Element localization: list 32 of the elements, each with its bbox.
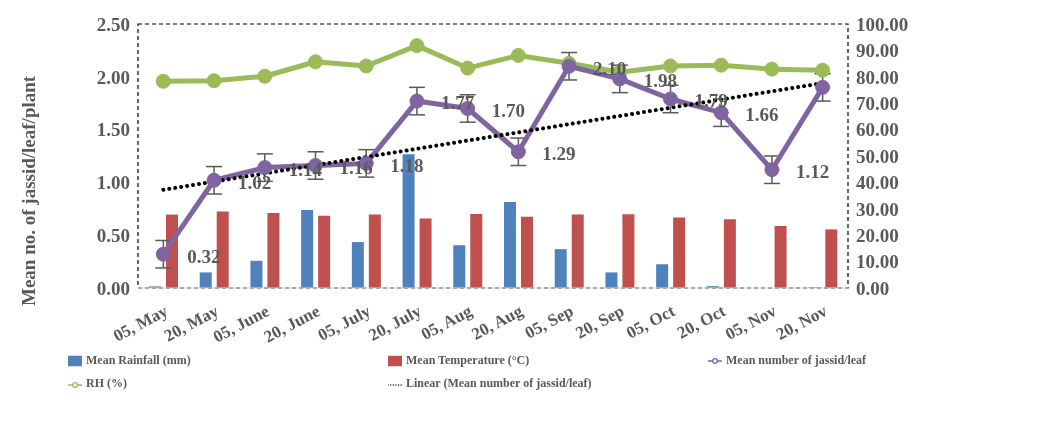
y-tick-label: 1.50	[96, 119, 130, 141]
y2-tick-label: 90.00	[856, 40, 899, 62]
data-label: 1.29	[542, 143, 576, 165]
data-label: 1.14	[288, 158, 323, 180]
y-axis-title: Mean no. of jassid/leaf/plant	[17, 75, 39, 306]
y2-tick-label: 100.00	[856, 13, 909, 35]
y2-tick-label: 20.00	[856, 224, 899, 246]
y2-tick-label: 60.00	[856, 119, 899, 141]
data-label: 1.66	[745, 104, 779, 126]
y-tick-label: 2.00	[96, 66, 130, 88]
legend-label: RH (%)	[86, 376, 127, 391]
y2-tick-label: 80.00	[856, 66, 899, 88]
data-label: 1.12	[795, 161, 830, 183]
y-tick-label: 0.00	[96, 277, 130, 299]
y-tick-label: 2.50	[96, 13, 130, 35]
data-label: 1.16	[339, 156, 373, 178]
data-label: 1.02	[238, 171, 272, 193]
data-label: 1.70	[491, 99, 525, 121]
y2-tick-label: 10.00	[856, 251, 899, 273]
y2-tick-label: 50.00	[856, 145, 899, 167]
legend-label: Mean Temperature (°C)	[406, 353, 530, 367]
y-tick-label: 1.00	[96, 172, 130, 194]
y-tick-label: 0.50	[96, 224, 130, 246]
data-label: 1.98	[643, 70, 678, 92]
y2-tick-label: 0.00	[856, 277, 890, 299]
y2-tick-label: 30.00	[856, 198, 899, 220]
legend-label: Mean Rainfall (mm)	[86, 353, 191, 367]
legend-label: Linear (Mean number of jassid/leaf)	[406, 376, 592, 391]
x-tick-label: 20, Sep	[572, 301, 628, 343]
y2-tick-label: 40.00	[856, 172, 899, 194]
y2-tick-label: 70.00	[856, 92, 899, 114]
legend-label: Mean number of jassid/leaf	[726, 353, 867, 367]
